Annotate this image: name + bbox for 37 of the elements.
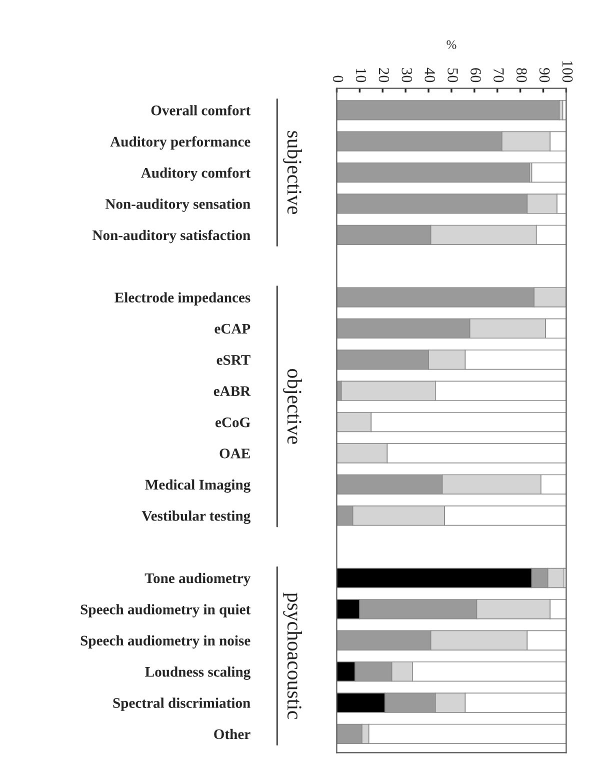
x-tick-label: 50 [448, 68, 458, 82]
x-tick-label: 80 [516, 68, 527, 82]
x-tick-label: 90 [539, 68, 550, 82]
x-tick-label: 70 [494, 68, 504, 82]
y-tick-label: Electrode impedances [114, 292, 250, 306]
bar [531, 162, 566, 183]
y-tick-label: Auditory comfort [141, 167, 251, 181]
y-tick-label: Non-auditory sensation [105, 198, 250, 212]
y-tick-label: Loudness scaling [145, 666, 250, 680]
text: psychoacoustic [283, 592, 302, 719]
x-tick-label: 10 [356, 68, 366, 82]
text: objective [283, 369, 302, 444]
x-tick-label: 20 [378, 68, 390, 82]
y-tick-label: Overall comfort [151, 104, 251, 116]
x-tick-label: 60 [470, 68, 481, 82]
y-tick-label: Medical Imaging [145, 479, 250, 493]
y-tick-label: Speech audiometry in quiet [80, 604, 251, 618]
x-tick-label: 40 [424, 68, 436, 82]
y-tick-label: Spectral discrimiation [113, 698, 250, 711]
y-tick-label: eSRT [216, 355, 250, 365]
y-tick-label: Vestibular testing [142, 510, 250, 524]
y-tick-label: Auditory performance [110, 136, 250, 150]
y-tick-label: Tone audiometry [144, 572, 250, 586]
y-tick-label: eABR [214, 386, 251, 396]
y-tick-label: OAE [220, 448, 250, 458]
y-tick-label: Other [214, 728, 250, 740]
x-axis-title: % [446, 40, 456, 49]
y-tick-label: eCAP [214, 324, 250, 334]
x-tick-label: 0 [332, 76, 344, 82]
bar [336, 100, 560, 120]
x-tick-label: 30 [402, 68, 412, 82]
y-tick-label: Non-auditory satisfaction [92, 230, 250, 244]
x-tick-label: 100 [562, 61, 573, 82]
bar [336, 162, 530, 183]
y-tick-label: Speech audiometry in noise [80, 635, 250, 649]
y-tick-label: eCoG [215, 417, 250, 428]
text: subjective [283, 131, 302, 214]
